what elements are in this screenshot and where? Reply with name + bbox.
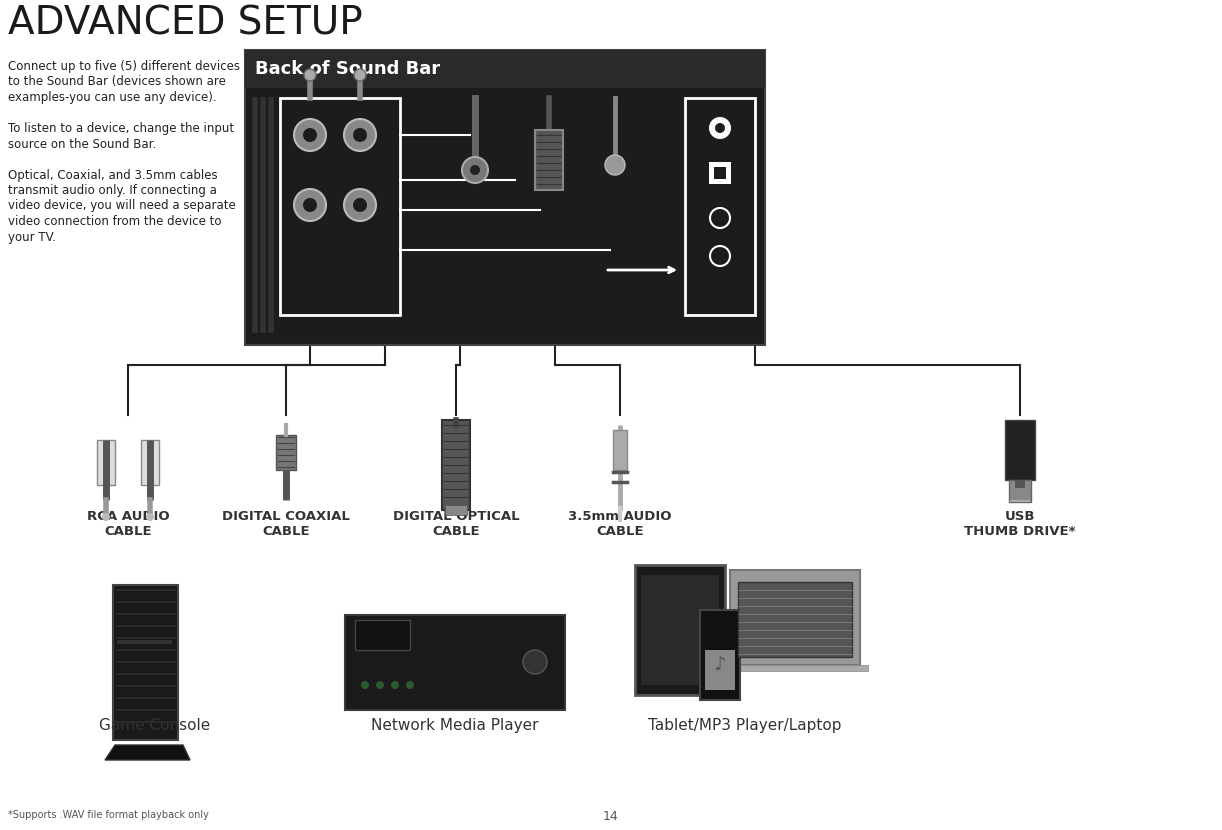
Text: 3.5mm AUDIO
CABLE: 3.5mm AUDIO CABLE [568,510,672,538]
Text: transmit audio only. If connecting a: transmit audio only. If connecting a [9,184,216,197]
Circle shape [295,189,326,221]
Text: USB
THUMB DRIVE*: USB THUMB DRIVE* [964,510,1075,538]
Text: your TV.: your TV. [9,231,56,243]
Circle shape [303,198,316,212]
Bar [280,98,400,315]
Circle shape [295,119,326,151]
Circle shape [360,681,369,689]
Circle shape [605,155,624,175]
Circle shape [303,128,316,142]
Text: to the Sound Bar (devices shown are: to the Sound Bar (devices shown are [9,76,226,89]
Bar [356,620,411,650]
Circle shape [470,165,480,175]
Bar [705,650,734,690]
Bar [738,582,852,657]
Circle shape [304,69,316,81]
Bar [642,575,719,685]
Circle shape [406,681,414,689]
Circle shape [462,157,488,183]
Text: source on the Sound Bar.: source on the Sound Bar. [9,138,156,150]
Circle shape [715,123,725,133]
Text: Optical, Coaxial, and 3.5mm cables: Optical, Coaxial, and 3.5mm cables [9,168,218,182]
Text: Tablet/MP3 Player/Laptop: Tablet/MP3 Player/Laptop [648,718,842,733]
Text: Back of Sound Bar: Back of Sound Bar [255,60,440,78]
Bar [709,162,731,184]
Text: To listen to a device, change the input: To listen to a device, change the input [9,122,235,135]
Circle shape [376,681,384,689]
Text: RCA AUDIO
CABLE: RCA AUDIO CABLE [87,510,170,538]
Bar [276,435,296,470]
Circle shape [709,117,731,139]
Text: Game Console: Game Console [99,718,210,733]
Bar [722,665,868,671]
Text: Connect up to five (5) different devices: Connect up to five (5) different devices [9,60,240,73]
Circle shape [101,513,110,521]
Bar [535,130,563,190]
Bar [97,440,115,485]
Bar [714,167,726,179]
Circle shape [353,128,367,142]
Text: *Supports .WAV file format playback only: *Supports .WAV file format playback only [9,810,209,820]
Bar [1004,420,1035,480]
Circle shape [391,681,400,689]
Bar [244,50,765,88]
Circle shape [353,198,367,212]
Bar [445,505,467,515]
Bar [442,420,470,510]
Text: Network Media Player: Network Media Player [371,718,539,733]
Circle shape [145,513,154,521]
Bar [112,585,178,740]
Text: video device, you will need a separate: video device, you will need a separate [9,199,236,212]
Bar [141,440,159,485]
Text: DIGITAL COAXIAL
CABLE: DIGITAL COAXIAL CABLE [222,510,349,538]
Bar [244,50,765,345]
Circle shape [345,189,376,221]
Bar [613,430,627,470]
Bar [635,565,725,695]
Text: video connection from the device to: video connection from the device to [9,215,221,228]
Bar [117,640,172,644]
Bar [1009,480,1031,502]
Bar [700,610,741,700]
Bar [686,98,755,315]
Text: ADVANCED SETUP: ADVANCED SETUP [9,5,363,43]
Text: 14: 14 [604,810,618,823]
Bar [345,615,565,710]
Text: DIGITAL OPTICAL
CABLE: DIGITAL OPTICAL CABLE [392,510,519,538]
Text: examples-you can use any device).: examples-you can use any device). [9,91,216,104]
Bar [1015,480,1025,488]
Text: ♪: ♪ [714,656,726,675]
Bar [730,570,860,665]
Circle shape [345,119,376,151]
Polygon shape [105,745,189,760]
Circle shape [354,69,367,81]
Circle shape [523,650,547,674]
